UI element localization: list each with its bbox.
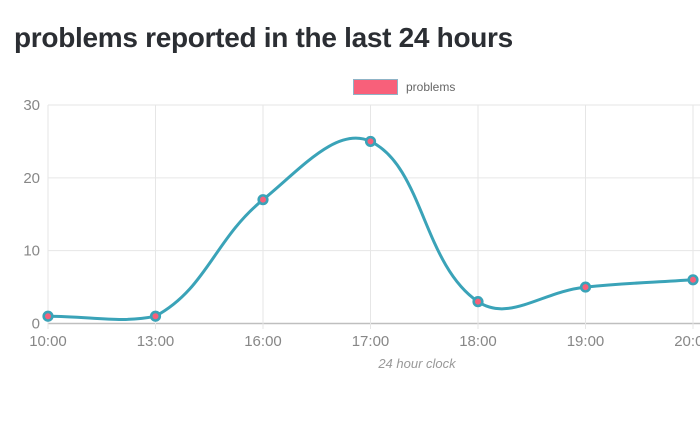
x-axis-title: 24 hour clock (377, 356, 457, 371)
y-tick-label: 10 (23, 243, 40, 260)
y-tick-label: 20 (23, 170, 40, 187)
data-point (149, 310, 162, 322)
y-tick-label: 30 (23, 97, 40, 114)
y-tick-label: 0 (32, 316, 40, 333)
x-tick-label: 20:00 (674, 333, 700, 350)
legend-swatch (353, 79, 398, 95)
data-point (364, 135, 377, 148)
data-point (472, 296, 484, 308)
data-point (579, 281, 592, 293)
x-tick-label: 18:00 (459, 333, 497, 350)
legend-label: problems (406, 80, 456, 94)
x-tick-label: 10:00 (29, 333, 67, 350)
x-tick-label: 17:00 (352, 333, 390, 350)
x-tick-label: 13:00 (137, 333, 175, 350)
x-tick-label: 19:00 (567, 333, 605, 350)
legend: problems (353, 79, 455, 95)
data-point (257, 194, 269, 206)
data-point (687, 274, 699, 286)
x-tick-label: 16:00 (244, 333, 282, 350)
chart-title: problems reported in the last 24 hours (14, 22, 513, 53)
data-point (42, 310, 54, 322)
